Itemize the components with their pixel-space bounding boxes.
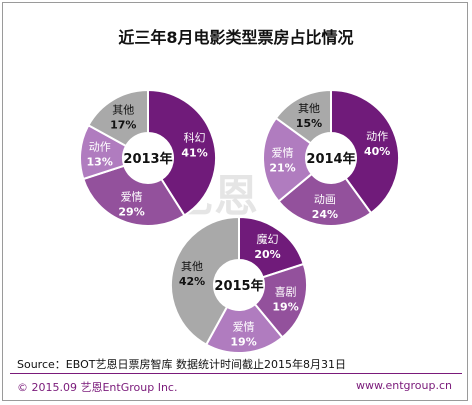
donut-hole-2: [214, 260, 264, 310]
slice-value-2-1: 19%: [272, 301, 298, 314]
slice-value-2-0: 20%: [254, 248, 280, 261]
slice-value-0-0: 41%: [181, 146, 207, 159]
copyright-text: © 2015.09 艺恩EntGroup Inc.: [17, 381, 178, 394]
slice-label-1-1: 动画: [314, 193, 336, 206]
slice-label-0-2: 动作: [89, 140, 111, 153]
donut-hole-0: [123, 133, 173, 183]
slice-value-0-3: 17%: [110, 118, 136, 131]
slice-label-2-0: 魔幻: [257, 232, 279, 246]
slice-label-0-3: 其他: [112, 103, 134, 116]
slice-value-1-2: 21%: [269, 162, 295, 175]
footer-divider: [10, 373, 462, 374]
slice-label-0-0: 科幻: [184, 130, 206, 144]
slice-label-1-0: 动作: [366, 130, 388, 143]
slice-value-1-3: 15%: [296, 117, 322, 130]
slice-label-2-3: 其他: [181, 260, 203, 273]
center-label-2: 2015年: [214, 278, 263, 294]
donut-hole-1: [306, 133, 356, 183]
slice-label-1-2: 爱情: [272, 147, 294, 160]
slice-value-0-2: 13%: [87, 155, 113, 168]
center-label-1: 2014年: [306, 151, 355, 167]
slice-value-2-3: 42%: [179, 275, 205, 288]
chart-title: 近三年8月电影类型票房占比情况: [118, 28, 354, 47]
slice-label-1-3: 其他: [298, 102, 320, 115]
center-label-0: 2013年: [123, 151, 172, 167]
chart-frame: [2, 2, 468, 401]
slice-label-2-1: 喜剧: [275, 286, 297, 299]
slice-label-2-2: 爱情: [233, 320, 255, 333]
pie-slice-0-3: [87, 88, 149, 148]
source-note: Source：EBOT艺恩日票房智库 数据统计时间截止2015年8月31日: [17, 358, 346, 371]
slice-label-0-1: 爱情: [121, 191, 143, 204]
slice-value-0-1: 29%: [118, 206, 144, 219]
website-link[interactable]: www.entgroup.cn: [356, 379, 452, 392]
slice-value-2-2: 19%: [230, 335, 256, 348]
slice-value-1-1: 24%: [312, 208, 338, 221]
slice-value-1-0: 40%: [364, 145, 390, 158]
